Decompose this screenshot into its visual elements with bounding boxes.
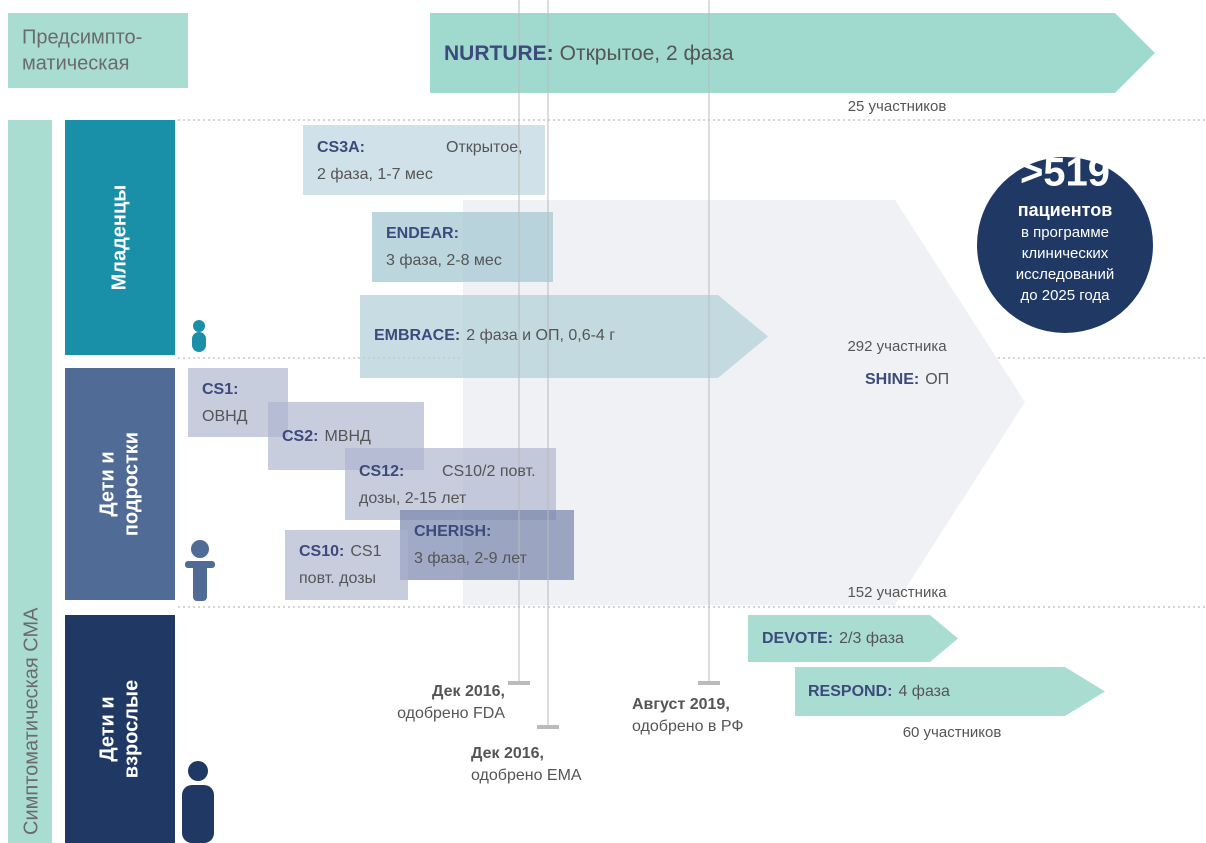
trial-name: EMBRACE: xyxy=(374,327,460,344)
trial-name: DEVOTE: xyxy=(762,630,833,647)
trial-arrow xyxy=(430,13,1155,93)
trial-text: МВНД xyxy=(324,428,371,445)
trial-text: повт. дозы xyxy=(299,570,376,587)
trial-line: DEVOTE: 2/3 фаза xyxy=(762,630,904,647)
trial-box xyxy=(345,448,556,520)
trial-line: CS10: CS1 xyxy=(299,543,382,560)
badge-text: в программе xyxy=(1021,224,1109,241)
trial-text: 3 фаза, 2-9 лет xyxy=(414,550,528,567)
texts: Предсимпто-матическая Симптоматическая СМ… xyxy=(20,26,1114,835)
trial-name: CHERISH: xyxy=(414,523,491,540)
trial-line: SHINE: ОП xyxy=(865,371,949,388)
trial-line: CS12: CS10/2 повт. xyxy=(359,463,536,480)
trial-arrow xyxy=(360,295,768,378)
approval-date: Дек 2016, xyxy=(432,683,505,700)
trial-name: CS12: xyxy=(359,463,404,480)
trial-name: RESPOND: xyxy=(808,683,892,700)
approval-date: Дек 2016, xyxy=(471,745,544,762)
trial-name: SHINE: xyxy=(865,371,919,388)
approval-text: одобрено FDA xyxy=(397,705,505,722)
trial-name: CS2: xyxy=(282,428,318,445)
trial-line: CHERISH: xyxy=(414,523,491,540)
trial-text: 2/3 фаза xyxy=(839,630,904,647)
participant-count: 25 участников xyxy=(848,98,947,115)
trial-line: RESPOND: 4 фаза xyxy=(808,683,950,700)
approval-text: одобрено в РФ xyxy=(632,718,744,735)
group-box xyxy=(65,368,175,600)
trial-name: ENDEAR: xyxy=(386,225,459,242)
badge-number: >519 xyxy=(1020,151,1110,195)
trial-name: CS1: xyxy=(202,381,238,398)
trial-text: 2 фаза, 1-7 мес xyxy=(317,166,433,183)
trial-box xyxy=(400,510,574,580)
group-box xyxy=(65,120,175,355)
trial-arrow xyxy=(748,615,958,662)
group-label: взрослые xyxy=(120,680,142,778)
participant-count: 152 участника xyxy=(847,584,947,601)
adult-icon xyxy=(182,761,214,843)
trial-shapes xyxy=(188,13,1155,716)
group-label: подростки xyxy=(120,432,142,536)
participant-count: 292 участника xyxy=(847,338,947,355)
trial-text: Открытое, xyxy=(446,139,523,156)
trial-line: EMBRACE: 2 фаза и ОП, 0,6-4 г xyxy=(374,327,615,344)
trial-line: ENDEAR: xyxy=(386,225,459,242)
approval-text: одобрено EMA xyxy=(471,767,582,784)
trial-line: NURTURE: Открытое, 2 фаза xyxy=(444,42,734,65)
trial-name: CS3A: xyxy=(317,139,365,156)
trial-box xyxy=(303,125,545,195)
group-label: Младенцы xyxy=(108,185,130,291)
baby-icon xyxy=(192,320,206,352)
trial-text: Открытое, 2 фаза xyxy=(560,42,734,65)
trial-text: 3 фаза, 2-8 мес xyxy=(386,252,502,269)
trial-name: NURTURE: xyxy=(444,42,554,65)
presymptomatic-label: матическая xyxy=(22,52,129,74)
badge-text: клинических xyxy=(1022,245,1109,262)
trial-box xyxy=(285,530,408,600)
trial-arrow xyxy=(795,667,1105,716)
participant-count: 60 участников xyxy=(903,724,1002,741)
symptomatic-bar xyxy=(8,120,52,843)
trial-text: CS1 xyxy=(350,543,381,560)
trial-box xyxy=(372,212,553,282)
trial-text: 2 фаза и ОП, 0,6-4 г xyxy=(466,327,615,344)
symptomatic-label: Симптоматическая СМА xyxy=(20,607,42,835)
trial-line: CS1: xyxy=(202,381,238,398)
group-label: Дети и xyxy=(96,451,118,516)
trial-name: CS10: xyxy=(299,543,344,560)
trial-text: дозы, 2-15 лет xyxy=(359,490,467,507)
trial-text: ОВНД xyxy=(202,408,248,425)
trial-text: CS10/2 повт. xyxy=(442,463,536,480)
presymptomatic-label: Предсимпто- xyxy=(22,26,142,48)
trial-line: CS3A: Открытое, xyxy=(317,139,523,156)
badge-circle xyxy=(977,157,1153,333)
group-box xyxy=(65,615,175,843)
group-label: Дети и xyxy=(96,696,118,761)
background-layer xyxy=(8,13,1206,843)
badge-text: до 2025 года xyxy=(1020,287,1110,304)
trial-text: ОП xyxy=(925,371,949,388)
child-icon xyxy=(185,540,215,601)
badge-title: пациентов xyxy=(1018,200,1113,220)
badge-text: исследований xyxy=(1016,266,1114,283)
trial-text: 4 фаза xyxy=(898,683,950,700)
approval-date: Август 2019, xyxy=(632,696,730,713)
presymptomatic-box xyxy=(8,13,188,88)
timeline-lines xyxy=(508,0,720,729)
trial-line: CS2: МВНД xyxy=(282,428,371,445)
